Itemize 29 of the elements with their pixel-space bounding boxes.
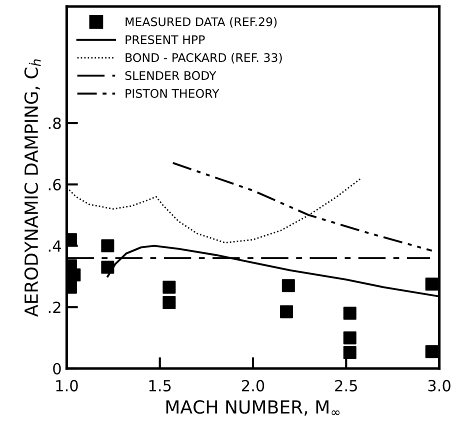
- y-tick-label: 0: [53, 362, 61, 375]
- x-tick-label: 1.5: [149, 380, 171, 392]
- y-tick-label: .2: [48, 302, 60, 313]
- point: [68, 268, 81, 282]
- legend-label: PRESENT HPP: [126, 35, 205, 44]
- point: [343, 331, 356, 344]
- point: [101, 239, 114, 252]
- y-tick-label: .6: [48, 178, 61, 190]
- legend-label: PISTON THEORY: [126, 88, 220, 98]
- point: [101, 260, 114, 274]
- point: [343, 346, 356, 360]
- x-tick-label: 2.0: [242, 380, 264, 392]
- x-tick-label: 2.5: [335, 380, 357, 392]
- y-tick-label: .4: [48, 240, 61, 252]
- legend-label: SLENDER BODY: [125, 71, 216, 80]
- legend-label: BOND - PACKARD (REF. 33): [126, 52, 282, 64]
- x-tick-label: 1.0: [56, 380, 78, 392]
- legend-label: MEASURED DATA (REF.29): [126, 17, 277, 28]
- x-tick-label: 3.0: [428, 380, 450, 392]
- point: [162, 296, 176, 310]
- point: [282, 279, 295, 292]
- x-axis-title: MACH NUMBER, M$_{∞}$: [166, 400, 340, 416]
- point: [280, 305, 294, 318]
- point: [343, 306, 356, 320]
- y-tick-label: .8: [48, 118, 61, 130]
- point: [425, 345, 438, 358]
- y-axis-title: AERODYNAMIC DAMPING, C$_{ḣ}$: [24, 59, 41, 317]
- point: [162, 280, 176, 294]
- point: [425, 278, 438, 291]
